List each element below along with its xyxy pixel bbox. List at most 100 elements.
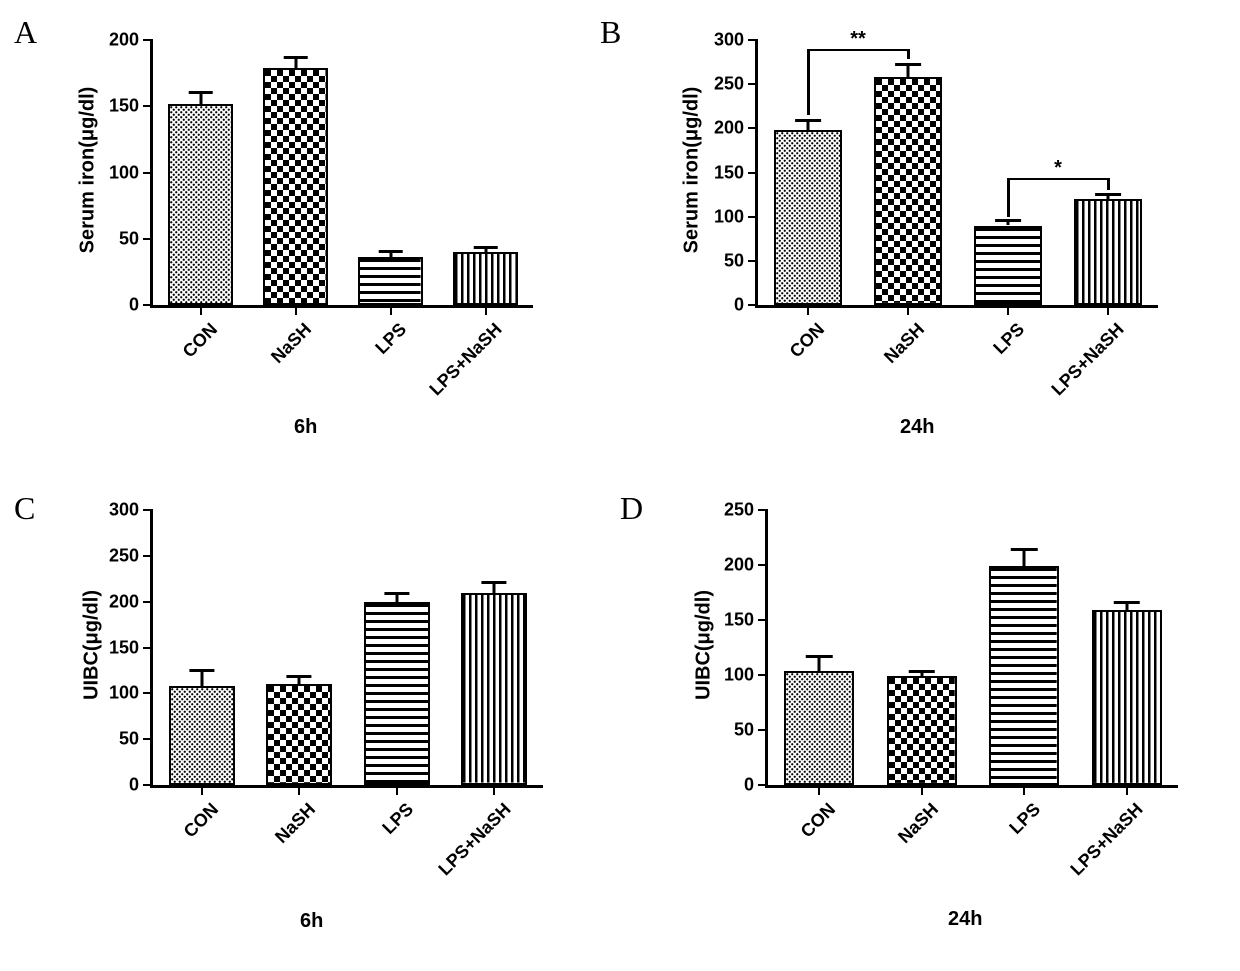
y-tick	[758, 674, 768, 676]
y-tick	[758, 729, 768, 731]
y-tick	[143, 238, 153, 240]
x-tick	[1126, 785, 1128, 795]
error-cap	[1011, 548, 1037, 551]
error-stem	[200, 670, 203, 686]
error-cap	[473, 246, 498, 249]
x-tick-label: LPS+NaSH	[1067, 799, 1148, 880]
x-tick	[396, 785, 398, 795]
y-tick	[758, 564, 768, 566]
y-tick-label: 100	[714, 206, 744, 227]
y-tick	[143, 692, 153, 694]
y-tick	[143, 738, 153, 740]
y-tick	[748, 216, 758, 218]
x-tick	[1107, 305, 1109, 315]
y-tick	[748, 83, 758, 85]
x-tick	[201, 785, 203, 795]
significance-label: *	[1054, 157, 1062, 180]
bar-CON	[784, 671, 854, 785]
bar-NaSH	[266, 684, 332, 785]
bar-NaSH	[887, 676, 957, 785]
figure-root: A050100150200CONNaSHLPSLPS+NaSHSerum iro…	[0, 0, 1240, 971]
y-tick-label: 150	[714, 162, 744, 183]
error-cap	[188, 91, 213, 94]
x-tick-label: NaSH	[271, 799, 320, 848]
panel-subtitle: 6h	[300, 910, 323, 933]
x-tick	[807, 305, 809, 315]
error-stem	[818, 656, 821, 670]
y-tick	[748, 260, 758, 262]
error-cap	[795, 119, 821, 122]
significance-drop	[807, 49, 810, 115]
y-tick-label: 100	[109, 162, 139, 183]
y-tick	[758, 509, 768, 511]
x-tick-label: LPS	[372, 319, 412, 359]
error-cap	[384, 592, 409, 595]
error-cap	[378, 250, 403, 253]
panel-subtitle: 24h	[948, 908, 982, 931]
x-tick-label: LPS	[1005, 799, 1045, 839]
y-tick-label: 100	[109, 683, 139, 704]
y-tick-label: 50	[734, 720, 754, 741]
y-tick-label: 200	[724, 555, 754, 576]
x-tick-label: CON	[786, 319, 829, 362]
bar-LPS+NaSH	[1074, 199, 1142, 305]
y-tick-label: 50	[724, 250, 744, 271]
y-axis-title: UIBC(μg/dl)	[693, 590, 716, 700]
x-tick	[485, 305, 487, 315]
error-cap	[189, 669, 214, 672]
y-tick-label: 150	[724, 610, 754, 631]
x-tick-label: NaSH	[268, 319, 317, 368]
panel-C: C050100150200250300CONNaSHLPSLPS+NaSHUIB…	[10, 490, 570, 950]
y-tick	[143, 601, 153, 603]
y-tick	[758, 784, 768, 786]
y-tick	[143, 105, 153, 107]
error-cap	[1095, 193, 1121, 196]
significance-drop	[1007, 178, 1010, 217]
y-tick-label: 0	[734, 295, 744, 316]
y-tick	[748, 172, 758, 174]
panel-letter: B	[600, 14, 621, 51]
y-tick-label: 300	[714, 30, 744, 51]
y-tick-label: 250	[724, 500, 754, 521]
panel-B: B 050100150200250300CONNaSHLPSLPS+NaSH***…	[600, 10, 1200, 450]
x-tick	[907, 305, 909, 315]
y-tick-label: 150	[109, 637, 139, 658]
error-stem	[1023, 549, 1026, 567]
y-tick	[748, 304, 758, 306]
significance-drop	[907, 49, 910, 60]
x-tick	[493, 785, 495, 795]
bar-NaSH	[874, 77, 942, 305]
y-tick	[143, 172, 153, 174]
error-cap	[287, 675, 312, 678]
x-tick-label: NaSH	[880, 319, 929, 368]
y-tick-label: 250	[109, 545, 139, 566]
y-tick-label: 250	[714, 74, 744, 95]
y-tick-label: 200	[109, 591, 139, 612]
panel-letter: C	[14, 490, 35, 527]
y-tick-label: 0	[129, 775, 139, 796]
x-tick	[295, 305, 297, 315]
y-tick-label: 200	[714, 118, 744, 139]
y-tick-label: 0	[744, 775, 754, 796]
error-cap	[895, 63, 921, 66]
y-tick-label: 300	[109, 500, 139, 521]
y-tick	[143, 784, 153, 786]
error-cap	[482, 581, 507, 584]
y-tick-label: 150	[109, 96, 139, 117]
plot-area: 050100150200250CONNaSHLPSLPS+NaSH	[765, 510, 1178, 788]
y-tick	[748, 39, 758, 41]
y-tick	[758, 619, 768, 621]
bar-LPS+NaSH	[1092, 610, 1162, 785]
bar-LPS	[974, 226, 1042, 306]
panel-A: A050100150200CONNaSHLPSLPS+NaSHSerum iro…	[10, 10, 570, 450]
y-tick	[143, 647, 153, 649]
bar-LPS+NaSH	[461, 593, 527, 785]
y-tick-label: 200	[109, 30, 139, 51]
x-tick	[1023, 785, 1025, 795]
panel-subtitle: 6h	[294, 416, 317, 439]
panel-letter: A	[14, 14, 37, 51]
x-tick	[390, 305, 392, 315]
x-tick	[1007, 305, 1009, 315]
error-cap	[995, 219, 1021, 222]
plot-area: 050100150200250300CONNaSHLPSLPS+NaSH***	[755, 40, 1158, 308]
